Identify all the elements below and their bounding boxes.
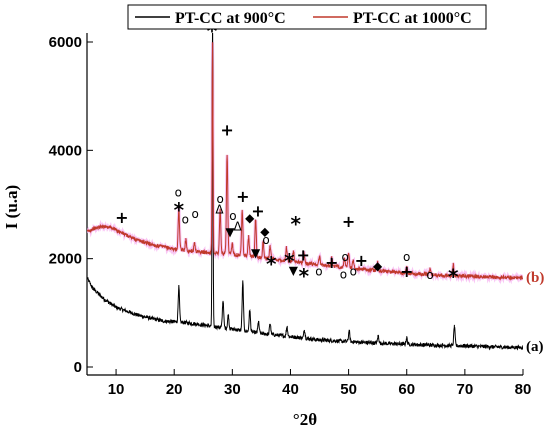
circle-marker: o: [229, 209, 236, 223]
star-marker: *: [290, 212, 301, 236]
x-tick-label: 30: [224, 381, 241, 398]
phase-markers: +o*o o*oΔ+o▼Δ+◆+◆o▼ * *▼*+* o + oo+o+ ◆o+ o *: [115, 19, 459, 288]
x-tick-label: 60: [398, 381, 415, 398]
curve-label-b: (b): [526, 270, 544, 286]
circle-marker: o: [191, 207, 198, 221]
triangle-marker: Δ: [233, 220, 242, 234]
x-tick-label: 80: [515, 381, 532, 398]
star-marker: *: [174, 198, 185, 222]
x-tick-label: 50: [340, 381, 357, 398]
circle-marker: o: [341, 250, 348, 264]
plus-marker: +: [342, 212, 355, 231]
plus-marker: +: [236, 187, 249, 206]
circle-marker: o: [216, 192, 223, 206]
down-triangle-marker: ▼: [225, 225, 235, 239]
triangle-marker: Δ: [215, 202, 224, 216]
circle-marker: o: [315, 265, 322, 279]
curve-label-a: (a): [526, 339, 544, 355]
circle-marker: o: [175, 186, 182, 200]
y-tick-label: 2000: [49, 251, 82, 268]
plus-marker: +: [355, 251, 368, 270]
plus-marker: +: [251, 202, 264, 221]
star-marker: *: [207, 19, 218, 43]
circle-marker: o: [403, 250, 410, 264]
plus-marker: +: [400, 262, 413, 281]
series-900-shadow: [87, 19, 523, 349]
diamond-marker: ◆: [245, 211, 255, 225]
y-axis-title: I (u.a): [2, 185, 21, 229]
diamond-marker: ◆: [260, 225, 270, 239]
diamond-marker: ◆: [373, 259, 383, 273]
y-tick-label: 0: [74, 359, 82, 376]
down-triangle-marker: ▼: [289, 264, 299, 278]
star-marker: *: [266, 252, 277, 276]
x-tick-label: 40: [282, 381, 299, 398]
circle-marker: o: [340, 267, 347, 281]
legend-box: [127, 4, 487, 30]
x-axis-title: °2θ: [293, 410, 317, 429]
circle-marker: o: [426, 268, 433, 282]
legend-label-1000: PT-CC at 1000°C: [353, 10, 472, 27]
down-triangle-marker: ▼: [251, 246, 261, 260]
star-marker: *: [299, 264, 310, 288]
plus-marker: +: [297, 245, 310, 264]
x-tick-label: 10: [108, 381, 125, 398]
x-tick-label: 20: [166, 381, 183, 398]
circle-marker: o: [182, 213, 189, 227]
plus-marker: +: [220, 120, 233, 139]
circle-marker: o: [262, 233, 269, 247]
plot-area: [87, 19, 523, 351]
x-tick-label: 70: [457, 381, 474, 398]
circle-marker: o: [350, 265, 357, 279]
legend: PT-CC at 900°C PT-CC at 1000°C: [127, 4, 487, 30]
axis-ticks: 10 20 30 40 50 60 70 80 0 2000 4000 6000: [49, 34, 532, 398]
plus-marker: +: [115, 208, 128, 227]
legend-label-900: PT-CC at 900°C: [175, 10, 286, 27]
star-marker: *: [284, 249, 295, 273]
y-tick-label: 4000: [49, 142, 82, 159]
plus-marker: +: [325, 253, 338, 272]
series-900-line: [87, 33, 523, 351]
series-1000-line: [87, 42, 523, 281]
star-marker: *: [448, 264, 459, 288]
y-tick-label: 6000: [49, 34, 82, 51]
